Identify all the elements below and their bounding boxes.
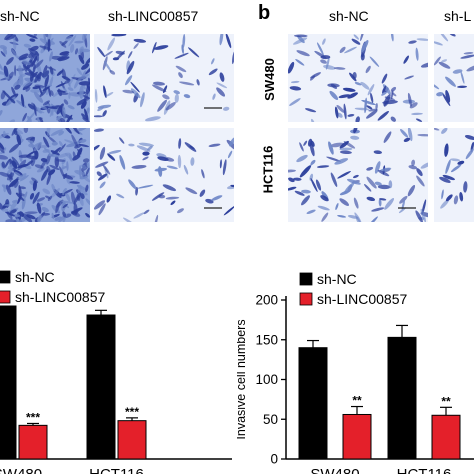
- y-tick-label-1: 50: [263, 412, 278, 427]
- chart-b: 0 50 100 150 200 Invasive cell numbers ** SW480…: [237, 271, 474, 474]
- legend-swatch-1: [299, 292, 313, 306]
- panel-b-col-label-kd: sh-L: [444, 8, 472, 24]
- legend-label-1: sh-LINC00857: [15, 289, 105, 305]
- legend-label-0: sh-NC: [15, 269, 55, 285]
- x-tick-label-HCT116: HCT116: [89, 466, 144, 474]
- legend-swatch-0: [299, 272, 313, 286]
- chart-a: *** SW480 *** HCT116 sh-NC sh-LINC00857: [0, 269, 232, 474]
- legend-swatch-0: [0, 270, 11, 284]
- y-tick-label-4: 200: [255, 293, 278, 308]
- bar-sh-LINC00857-HCT116: [431, 414, 461, 460]
- micrograph-a-sw480-nc: [0, 34, 90, 122]
- micrograph-b-hct116-kd: [434, 128, 474, 222]
- significance-SW480: ***: [26, 410, 40, 424]
- y-tick-label-0: 0: [270, 452, 278, 467]
- bar-sh-NC-SW480: [298, 347, 328, 460]
- panel-b-row-label-hct116: HCT116: [260, 145, 276, 194]
- x-tick-label-HCT116: HCT116: [397, 466, 452, 474]
- micrograph-b-sw480-nc: [288, 34, 428, 122]
- significance-SW480: **: [352, 394, 362, 408]
- panel-b-col-label-nc: sh-NC: [329, 8, 369, 24]
- micrograph-b-hct116-nc: [288, 128, 428, 222]
- significance-HCT116: **: [441, 394, 451, 408]
- significance-HCT116: ***: [125, 405, 139, 419]
- micrograph-a-hct116-nc: [0, 128, 90, 222]
- micrograph-a-sw480-kd: [94, 34, 234, 122]
- bar-sh-LINC00857-SW480: [18, 424, 48, 460]
- bar-sh-NC-SW480: [0, 305, 17, 460]
- legend-label-0: sh-NC: [317, 271, 357, 287]
- bar-sh-NC-HCT116: [387, 336, 417, 460]
- panel-b-letter: b: [258, 2, 271, 24]
- bar-sh-LINC00857-HCT116: [117, 420, 147, 460]
- y-tick-label-3: 150: [255, 332, 278, 347]
- micrograph-b-sw480-kd: [434, 34, 474, 122]
- bar-sh-LINC00857-SW480: [342, 413, 372, 460]
- bar-sh-NC-HCT116: [86, 314, 116, 460]
- micrograph-a-hct116-kd: [94, 128, 234, 222]
- panel-a-col-label-kd: sh-LINC00857: [108, 8, 199, 24]
- panel-b-row-label-sw480: SW480: [261, 58, 277, 101]
- x-tick-label-SW480: SW480: [0, 466, 42, 474]
- y-axis-label: Invasive cell numbers: [237, 319, 248, 439]
- panel-a-col-label-nc: sh-NC: [0, 8, 40, 24]
- y-tick-label-2: 100: [255, 372, 278, 387]
- legend-label-1: sh-LINC00857: [317, 291, 407, 307]
- legend-swatch-1: [0, 290, 11, 304]
- x-tick-label-SW480: SW480: [310, 466, 359, 474]
